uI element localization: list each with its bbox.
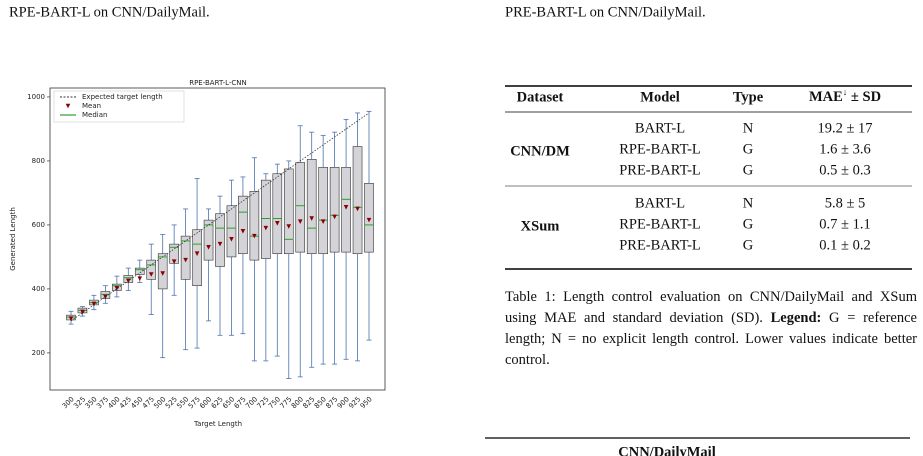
table-cell: 5.8 ± 5 [825, 195, 866, 211]
mean-marker [160, 271, 165, 276]
table-cell: G [743, 237, 754, 253]
table-cell: RPE-BART-L [619, 141, 701, 157]
box [272, 173, 283, 255]
table-cell: BART-L [635, 120, 685, 136]
expected-line [70, 112, 370, 322]
table-cell: 1.6 ± 3.6 [819, 141, 870, 157]
header-text: ± SD [847, 89, 881, 105]
table-header: Dataset [517, 89, 564, 105]
header-sup: ↓ [843, 87, 848, 97]
fig-caption-end: PRE-BART-L on CNN/DailyMail. [505, 4, 706, 20]
table-cell: 19.2 ± 17 [817, 120, 872, 136]
mean-marker [297, 219, 303, 225]
table-header: Model [640, 89, 679, 105]
box [203, 219, 214, 261]
dataset-label: XSum [521, 218, 560, 234]
legend-label: Mean [82, 102, 101, 110]
dataset-label: CNN/DM [510, 143, 570, 159]
mean-marker [194, 251, 200, 257]
mean-marker [114, 285, 120, 291]
box [226, 205, 237, 258]
header-text: MAE [809, 89, 843, 105]
table-header: CNN/DailyMail [618, 444, 715, 456]
table-cell: G [743, 162, 754, 178]
table-cell: G [743, 216, 754, 232]
table-cell: G [743, 141, 754, 157]
fig-caption-end: RPE-BART-L on CNN/DailyMail. [9, 4, 210, 20]
mean-marker [148, 272, 154, 277]
chart-title: RPE-BART-L-CNN [189, 79, 247, 87]
mean-marker [103, 294, 108, 300]
table-cell: 0.5 ± 0.3 [819, 162, 870, 178]
box [283, 168, 294, 255]
mean-marker [320, 219, 326, 225]
table-cell: 0.1 ± 0.2 [819, 237, 870, 253]
box [180, 235, 191, 280]
mean-marker [68, 316, 74, 321]
table-caption: Table 1: Length control evaluation on CN… [505, 287, 917, 371]
box [352, 146, 363, 255]
legend-key [65, 103, 71, 109]
x-axis-label: Target Length [193, 420, 242, 428]
mean-marker [355, 206, 360, 212]
box [329, 167, 340, 253]
box [306, 159, 317, 255]
box [249, 191, 260, 261]
box [192, 229, 202, 287]
table-cell: N [743, 195, 754, 211]
mean-marker [229, 237, 234, 242]
legend [53, 90, 185, 123]
caption-text: Table 1: Length control evaluation on CN… [505, 289, 917, 326]
table-cell: 0.7 ± 1.1 [819, 216, 870, 232]
box [364, 183, 374, 253]
mean-marker [206, 245, 211, 250]
legend-label: Expected target length [82, 93, 163, 101]
mean-marker [240, 229, 246, 234]
box [261, 179, 271, 259]
caption-legend: Legend: [770, 310, 822, 326]
mean-marker [217, 241, 223, 247]
y-axis-label: Generated Length [9, 207, 17, 271]
table-cell: N [743, 120, 754, 136]
y-tick-label: 800 [32, 157, 45, 165]
mean-marker [343, 205, 349, 210]
y-tick-label: 200 [32, 349, 45, 357]
box [146, 259, 157, 280]
mean-marker [263, 225, 269, 231]
box [318, 167, 328, 255]
x-tick-label: 950 [359, 395, 374, 410]
mean-marker [275, 221, 280, 226]
box [341, 167, 351, 253]
mean-marker [286, 224, 292, 229]
box [215, 213, 225, 267]
box [295, 162, 306, 253]
mean-marker [252, 233, 257, 239]
table-cell: RPE-BART-L [619, 216, 701, 232]
plot-frame [49, 87, 386, 391]
caption-text: G = reference length; N = no explicit le… [505, 310, 917, 368]
box [238, 195, 248, 255]
table-header: Type [733, 89, 764, 105]
mean-marker [366, 217, 372, 223]
mean-marker [309, 216, 314, 221]
mean-marker [332, 214, 337, 220]
legend-label: Median [82, 111, 107, 119]
mean-marker [91, 301, 97, 307]
box [134, 267, 145, 275]
mean-marker [137, 276, 143, 281]
table-cell: BART-L [635, 195, 685, 211]
y-tick-label: 1000 [27, 93, 45, 101]
mean-marker [171, 259, 177, 265]
table-cell: PRE-BART-L [619, 237, 701, 253]
y-tick-label: 400 [32, 285, 45, 293]
table-cell: PRE-BART-L [619, 162, 701, 178]
mean-marker [183, 257, 188, 263]
y-tick-label: 600 [32, 221, 45, 229]
mean-marker [80, 309, 85, 315]
table-header: MAE↓ ± SD [809, 87, 881, 105]
